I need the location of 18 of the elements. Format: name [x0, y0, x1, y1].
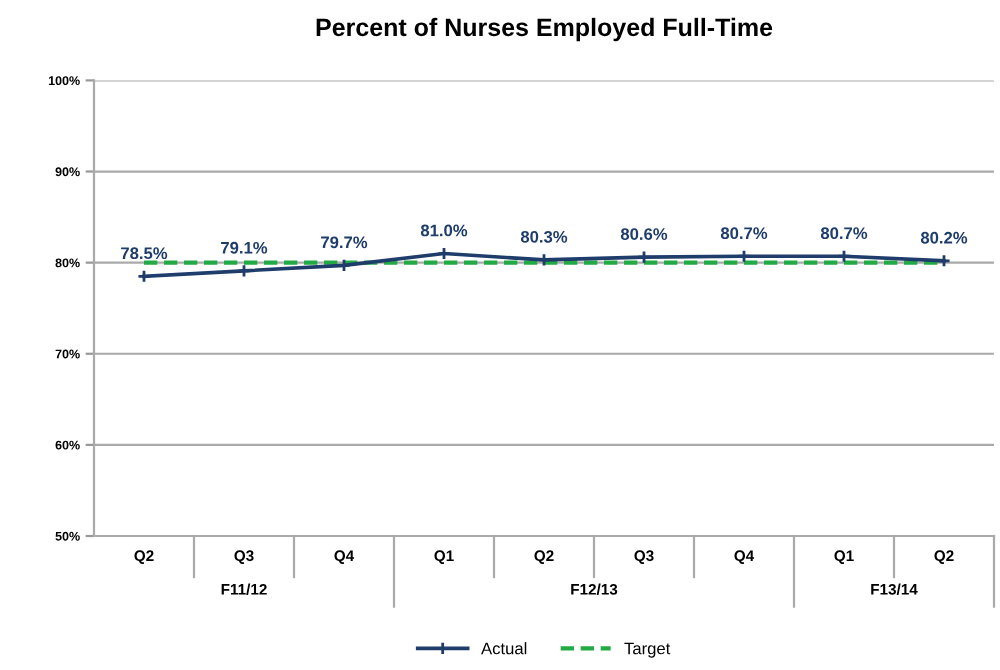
data-label: 80.3%	[520, 230, 568, 243]
data-label: 81.0%	[420, 224, 468, 237]
data-label: 80.7%	[820, 227, 868, 240]
point	[837, 249, 851, 264]
point	[237, 263, 251, 278]
data-label: 78.5%	[121, 247, 168, 260]
legend-label: Actual	[481, 642, 527, 655]
data-label: 80.2%	[920, 231, 968, 244]
point	[437, 246, 451, 261]
point	[737, 249, 751, 264]
data-label: 79.7%	[321, 236, 368, 249]
data-label: 80.6%	[620, 228, 668, 240]
data-label: 79.1%	[221, 241, 268, 254]
chart-title: Percent of Nurses Employed Full-Time	[316, 17, 773, 42]
point	[537, 252, 551, 267]
legend-label: Target	[624, 642, 671, 658]
point	[637, 250, 651, 265]
data-label: 80.7%	[720, 227, 768, 240]
